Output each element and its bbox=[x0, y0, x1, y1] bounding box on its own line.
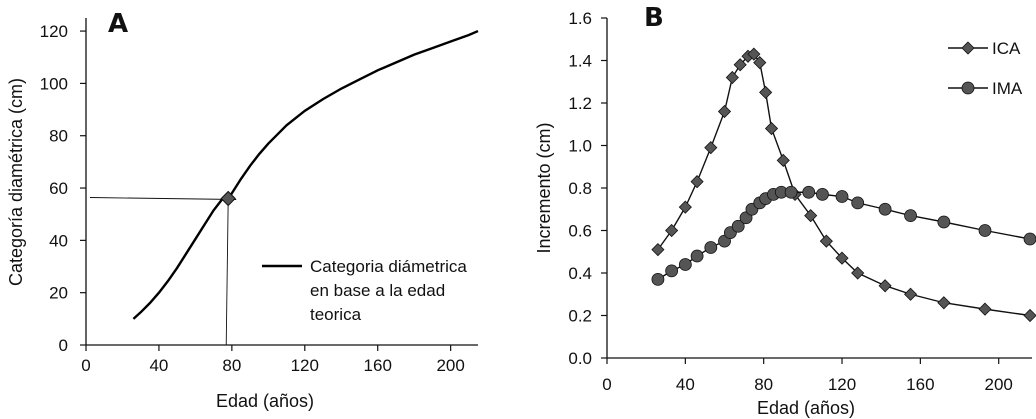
panel-a-y-tick-label: 100 bbox=[40, 74, 68, 93]
panel-b-letter: B bbox=[644, 3, 664, 33]
panel-a-y-tick-label: 40 bbox=[49, 231, 68, 250]
panel-a-x-tick-label: 80 bbox=[222, 356, 241, 375]
series-ica-point bbox=[764, 121, 779, 136]
panel-a-legend-text-line-1: Categoria diámetrica bbox=[310, 257, 467, 276]
series-ima-point bbox=[665, 264, 679, 278]
panel-a-series-line bbox=[132, 29, 479, 320]
series-ima-point bbox=[731, 219, 745, 233]
series-ica-point bbox=[937, 296, 951, 310]
panel-a-x-axis-label: Edad (años) bbox=[216, 391, 314, 411]
panel-b-x-tick-label: 80 bbox=[754, 375, 773, 394]
series-ica-point bbox=[759, 85, 773, 99]
series-ica-point bbox=[651, 243, 665, 257]
series-ima-point bbox=[1023, 232, 1036, 246]
series-ica-point bbox=[704, 141, 718, 155]
legend-ica-label: ICA bbox=[992, 39, 1021, 58]
panel-a-y-tick-label: 120 bbox=[40, 22, 68, 41]
panel-a-legend: Categoria diámetrica en base a la edad t… bbox=[262, 257, 467, 324]
panel-a: A 0 40 80 120 160 200 0 20 40 60 80 100 120 Edad (a… bbox=[6, 9, 479, 411]
panel-a-legend-text-line-2: en base a la edad bbox=[310, 281, 445, 300]
panel-b-y-axis-label: Incremento (cm) bbox=[534, 122, 554, 253]
series-ica-point bbox=[733, 58, 747, 72]
panel-b-x-axis-label: Edad (años) bbox=[757, 398, 855, 418]
panel-a-y-tick-label: 0 bbox=[59, 336, 68, 355]
series-ima-point bbox=[690, 249, 704, 263]
series-ica-point bbox=[717, 104, 732, 119]
series-ima-point bbox=[651, 272, 665, 286]
panel-a-reference-vertical bbox=[225, 198, 229, 346]
series-ica-point bbox=[725, 70, 739, 85]
panel-b-y-tick-label: 1.4 bbox=[568, 52, 592, 71]
series-ica-point bbox=[690, 175, 704, 189]
panel-b-y-tick-label: 0.6 bbox=[568, 222, 592, 241]
series-ima-point bbox=[802, 185, 816, 199]
legend-ima-circle-icon bbox=[961, 81, 975, 95]
panel-b-legend: ICA IMA bbox=[948, 39, 1023, 98]
panel-a-legend-text-line-3: teorica bbox=[310, 305, 362, 324]
panel-a-x-tick-label: 40 bbox=[149, 356, 168, 375]
series-ima-point bbox=[878, 202, 892, 216]
panel-b-x-tick-label: 0 bbox=[602, 375, 611, 394]
panel-a-y-tick-label: 20 bbox=[49, 284, 68, 303]
series-ima-point bbox=[816, 187, 829, 201]
series-ica-point bbox=[753, 56, 767, 70]
series-ima-point bbox=[937, 215, 951, 229]
series-ima-point bbox=[704, 241, 718, 254]
panel-a-y-tick-label: 80 bbox=[49, 127, 68, 146]
panel-a-x-tick-label: 160 bbox=[364, 356, 392, 375]
series-ica-point bbox=[904, 287, 918, 301]
panel-b-y-tick-label: 0.0 bbox=[568, 349, 592, 368]
panel-b-y-tick-label: 0.8 bbox=[568, 179, 592, 198]
panel-b-y-tick-label: 0.4 bbox=[568, 264, 592, 283]
panel-a-annotation-marker bbox=[220, 190, 236, 207]
series-ica-point bbox=[665, 223, 679, 238]
panel-b-y-ticks: 0.0 0.2 0.4 0.6 0.8 1.0 1.2 1.4 1.6 bbox=[568, 9, 607, 368]
panel-b-x-tick-label: 200 bbox=[985, 375, 1013, 394]
series-ica-point bbox=[835, 251, 849, 265]
series-ima-point bbox=[851, 196, 865, 210]
panel-b-x-tick-label: 120 bbox=[828, 375, 856, 394]
series-ima-point bbox=[784, 185, 798, 199]
series-ima-point bbox=[904, 209, 917, 223]
series-ica-point bbox=[878, 279, 892, 293]
series-ica-point bbox=[851, 266, 865, 280]
panel-b-y-tick-label: 1.0 bbox=[568, 137, 592, 156]
series-ica-point bbox=[678, 200, 692, 214]
panel-a-y-axis-label: Categoría diamétrica (cm) bbox=[6, 78, 26, 286]
panel-b-y-tick-label: 1.2 bbox=[568, 94, 592, 113]
series-ima-point bbox=[978, 224, 992, 237]
series-ima-point bbox=[835, 190, 849, 203]
panel-b-x-tick-label: 40 bbox=[676, 375, 695, 394]
panel-a-x-tick-label: 0 bbox=[81, 356, 90, 375]
panel-b-y-tick-label: 0.2 bbox=[568, 307, 592, 326]
series-ica-point bbox=[1023, 308, 1036, 323]
series-ica-point bbox=[804, 209, 818, 223]
series-ica-point bbox=[776, 153, 790, 167]
series-ica-point bbox=[819, 234, 833, 248]
legend-ica-diamond-icon bbox=[961, 41, 975, 55]
panel-a-y-ticks: 0 20 40 60 80 100 120 bbox=[40, 22, 86, 355]
series-ima-line bbox=[657, 191, 1031, 280]
panel-a-x-tick-label: 120 bbox=[291, 356, 319, 375]
series-ima-point bbox=[678, 258, 692, 271]
panel-a-letter: A bbox=[108, 9, 128, 39]
panel-b-y-tick-label: 1.6 bbox=[568, 9, 592, 28]
panel-a-y-tick-label: 60 bbox=[49, 179, 68, 198]
panel-b-x-tick-label: 160 bbox=[906, 375, 934, 394]
series-ica-point bbox=[978, 302, 992, 316]
series-ica-point bbox=[747, 47, 761, 61]
panel-b-series-group bbox=[651, 47, 1036, 323]
panel-b-x-ticks: 0 40 80 120 160 200 bbox=[602, 358, 1013, 394]
panel-a-reference-horizontal bbox=[89, 197, 237, 200]
series-ica-line bbox=[657, 53, 1031, 317]
panel-a-x-ticks: 0 40 80 120 160 200 bbox=[81, 345, 465, 375]
panel-b: B 0 40 80 120 160 200 0.0 0.2 0.4 0.6 0.8 1.0 1.2 1.… bbox=[534, 3, 1036, 418]
panel-a-x-tick-label: 200 bbox=[436, 356, 464, 375]
legend-ima-label: IMA bbox=[992, 79, 1023, 98]
